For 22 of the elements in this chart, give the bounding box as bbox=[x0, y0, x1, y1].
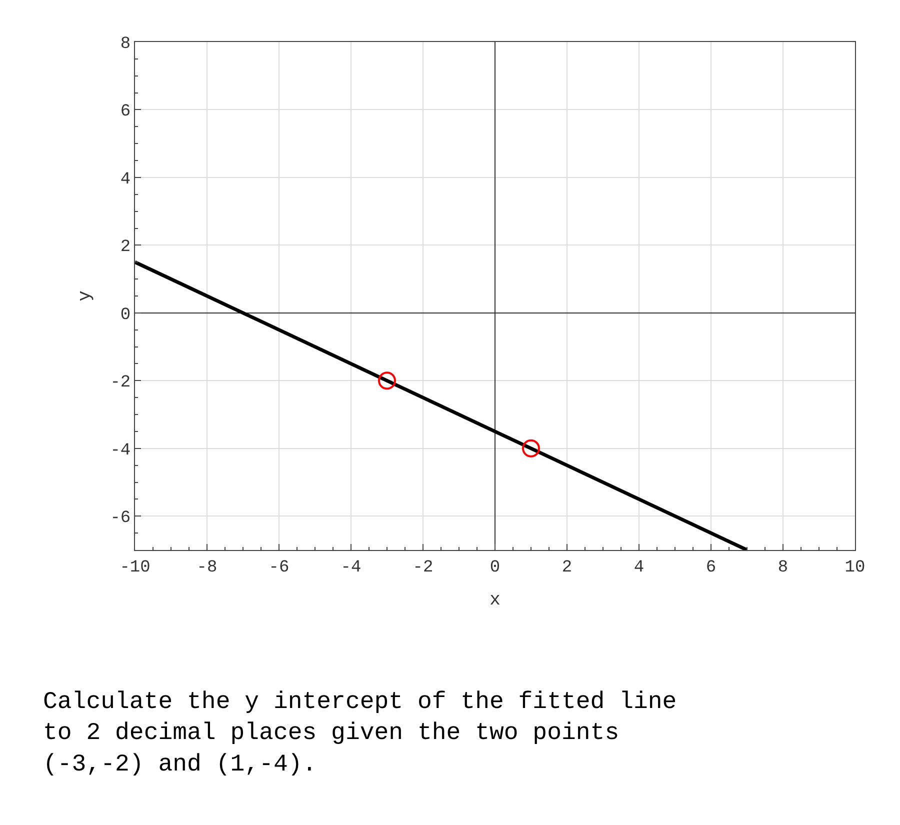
y-tick-label: 8 bbox=[120, 34, 131, 54]
x-tick-label: 2 bbox=[562, 558, 572, 578]
y-axis-title: y bbox=[75, 290, 96, 302]
x-tick-label: -4 bbox=[340, 558, 362, 578]
x-axis-title: x bbox=[490, 590, 500, 610]
y-tick-label: 4 bbox=[120, 170, 131, 190]
x-tick-label: -8 bbox=[196, 558, 218, 578]
x-tick-label: 8 bbox=[778, 558, 788, 578]
x-tick-label: -10 bbox=[120, 558, 150, 578]
x-tick-label: 4 bbox=[634, 558, 644, 578]
y-tick-label: -6 bbox=[110, 509, 131, 528]
y-tick-label: 0 bbox=[120, 306, 131, 325]
x-tick-label: 6 bbox=[706, 558, 716, 578]
y-tick-label: -2 bbox=[110, 374, 131, 393]
x-tick-label: -2 bbox=[412, 558, 434, 578]
x-tick-label: 10 bbox=[844, 558, 866, 578]
text: Calculate the y intercept of the fitted line to 2 decimal places given the two points (-3,-2) and (1,-4). bbox=[43, 689, 677, 778]
y-tick-label: 6 bbox=[120, 102, 131, 122]
y-tick-label: 2 bbox=[120, 238, 131, 258]
y-tick-label: -4 bbox=[110, 441, 131, 460]
x-tick-label: 0 bbox=[490, 558, 500, 578]
x-tick-label: -6 bbox=[268, 558, 290, 578]
